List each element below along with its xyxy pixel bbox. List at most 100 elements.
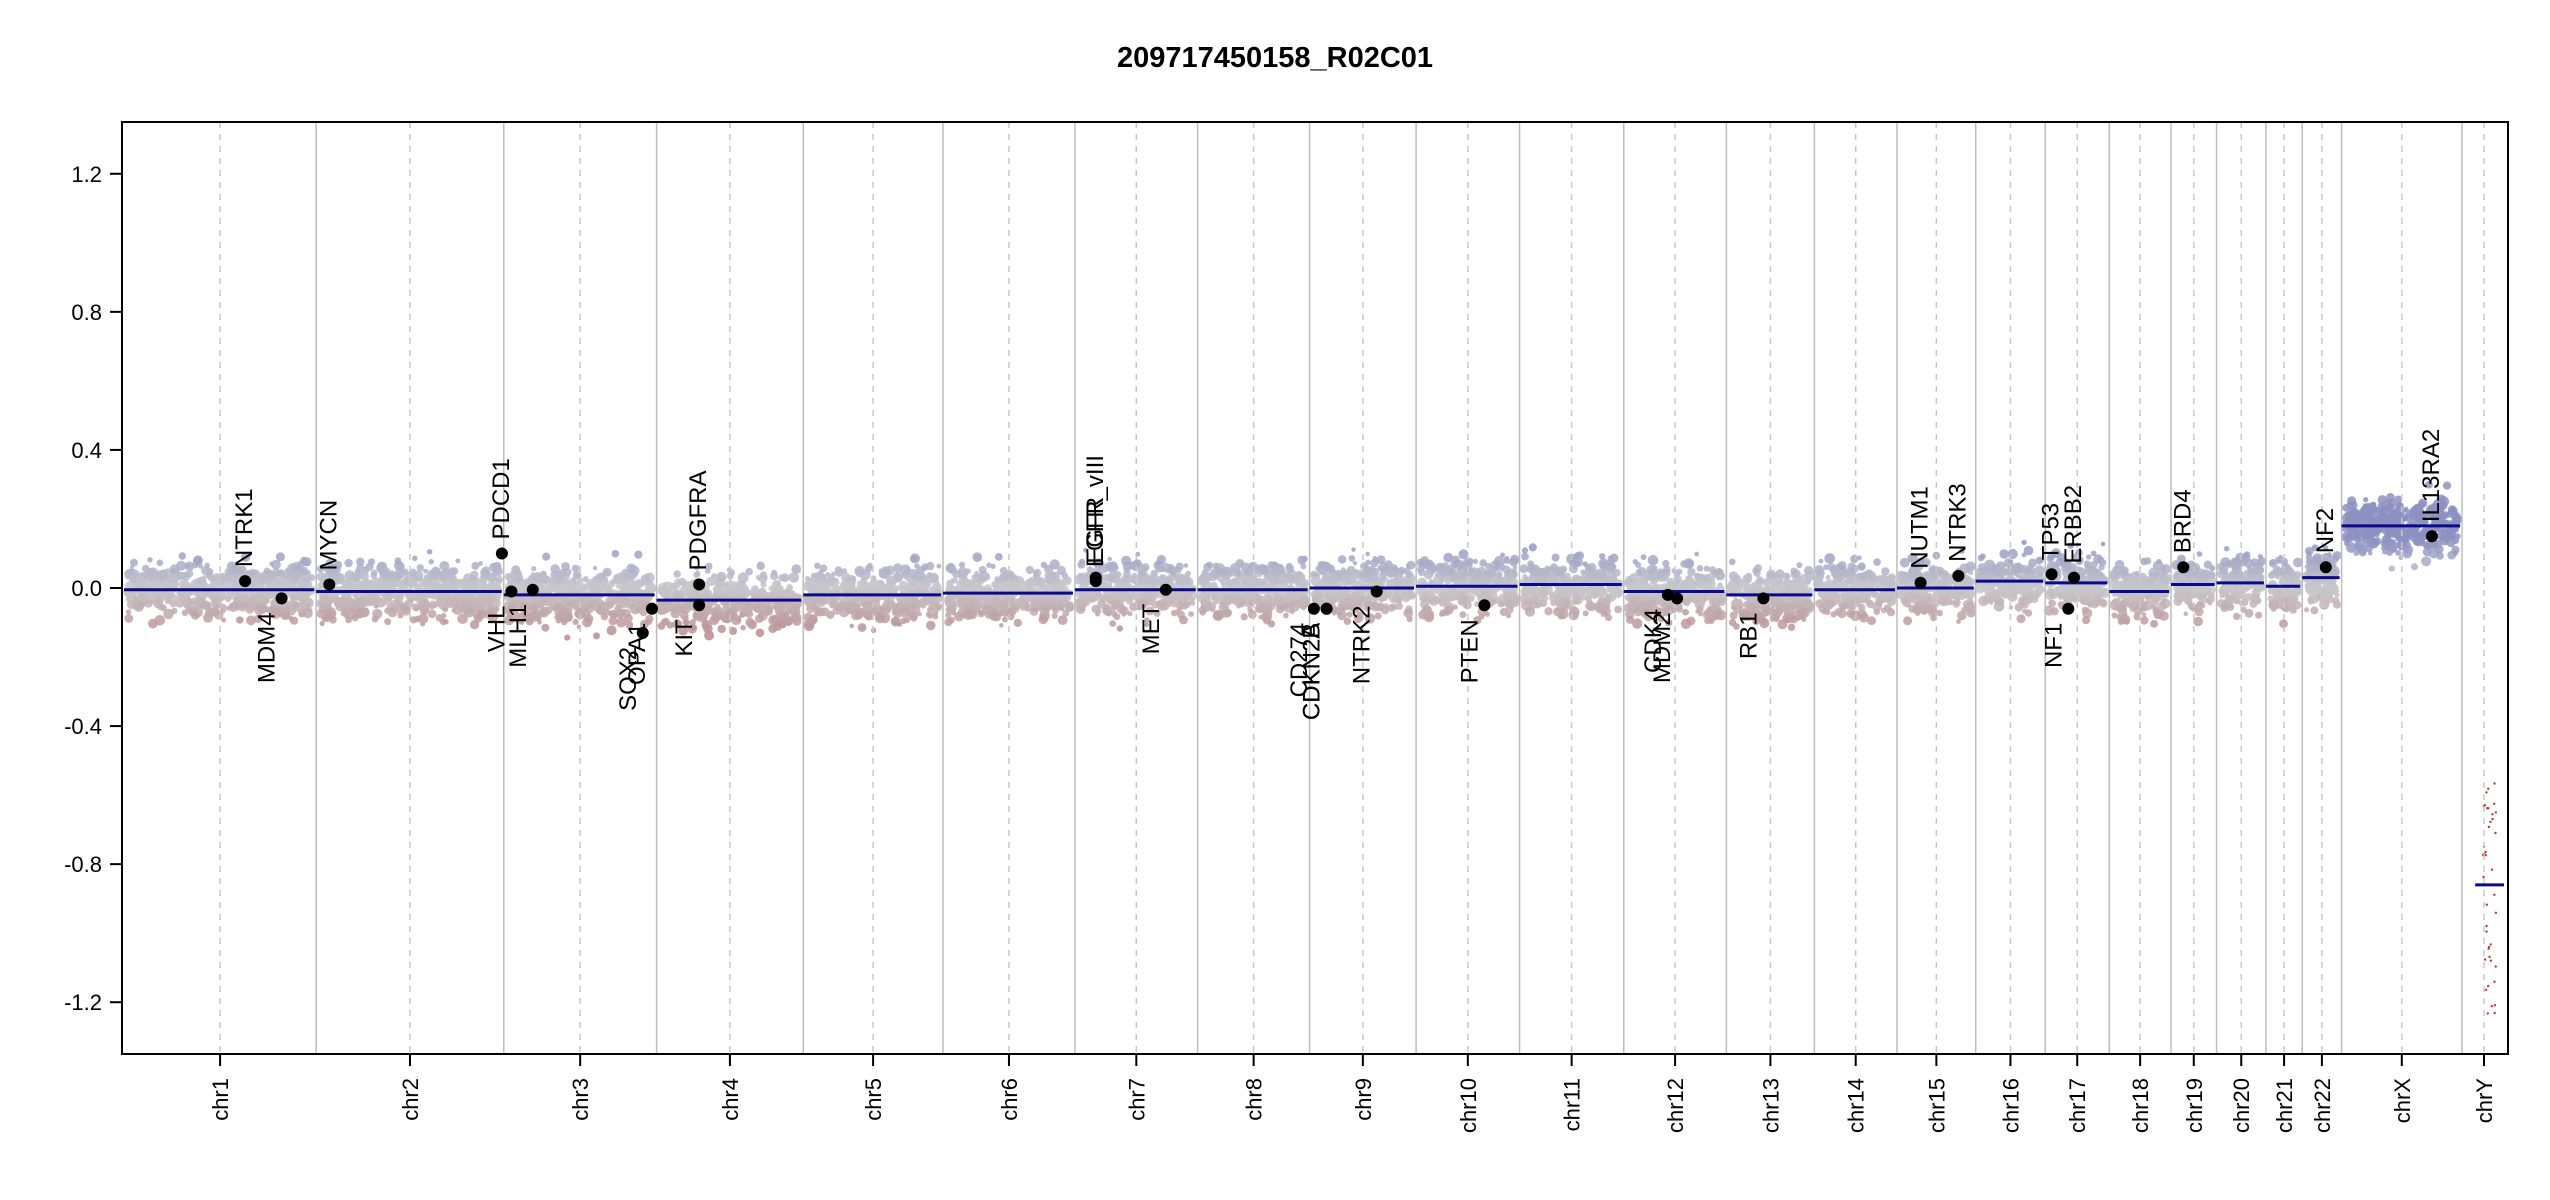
probe-point bbox=[570, 587, 578, 595]
probe-point bbox=[1049, 559, 1060, 570]
probe-point bbox=[644, 587, 651, 594]
probe-point bbox=[255, 593, 266, 604]
probe-point bbox=[1785, 603, 1795, 613]
probe-point bbox=[1667, 581, 1673, 587]
probe-point bbox=[1775, 569, 1785, 578]
probe-point bbox=[137, 593, 145, 602]
probe-point bbox=[178, 552, 186, 560]
probe-point bbox=[778, 585, 784, 591]
probe-point bbox=[1557, 608, 1569, 620]
probe-point bbox=[1352, 561, 1358, 566]
probe-point bbox=[972, 552, 983, 562]
probe-point bbox=[624, 614, 633, 623]
probe-point bbox=[1857, 562, 1866, 571]
probe-point bbox=[1484, 611, 1490, 617]
probe-point bbox=[674, 620, 682, 628]
probe-point bbox=[1540, 590, 1548, 598]
probe-point bbox=[238, 565, 247, 574]
probe-point bbox=[289, 593, 296, 601]
probe-point bbox=[1203, 576, 1209, 582]
probe-point bbox=[642, 579, 648, 585]
probe-point bbox=[1403, 567, 1411, 574]
probe-point bbox=[740, 625, 746, 631]
probe-point bbox=[353, 595, 359, 601]
probe-point bbox=[1348, 555, 1356, 562]
probe-point bbox=[393, 580, 400, 587]
probe-point bbox=[1796, 586, 1804, 594]
probe-point bbox=[333, 560, 343, 570]
probe-point bbox=[745, 567, 753, 576]
probe-point bbox=[994, 553, 1003, 561]
probe-point bbox=[1175, 590, 1183, 598]
probe-point bbox=[841, 573, 852, 583]
probe-point bbox=[1709, 619, 1714, 625]
probe-point bbox=[780, 573, 790, 583]
probe-point bbox=[737, 593, 742, 598]
probe-point bbox=[201, 600, 211, 610]
probe-point bbox=[1497, 573, 1502, 579]
probe-point bbox=[1682, 609, 1690, 616]
probe-point bbox=[1338, 555, 1347, 564]
probe-point bbox=[861, 601, 868, 608]
probe-point bbox=[1563, 600, 1570, 607]
probe-point bbox=[1276, 593, 1284, 601]
probe-point bbox=[368, 558, 375, 566]
probe-point bbox=[201, 565, 211, 576]
probe-point bbox=[745, 617, 755, 628]
probe-point bbox=[464, 607, 475, 618]
probe-point bbox=[384, 607, 391, 614]
probe-point bbox=[356, 563, 365, 572]
probe-point bbox=[1222, 566, 1231, 575]
probe-point bbox=[948, 616, 955, 624]
probe-point bbox=[606, 625, 617, 636]
probe-point bbox=[159, 589, 170, 601]
probe-point bbox=[600, 613, 609, 621]
probe-point bbox=[504, 615, 515, 626]
probe-point bbox=[742, 602, 748, 608]
probe-point bbox=[831, 585, 837, 592]
probe-point bbox=[428, 559, 434, 565]
probe-point bbox=[294, 592, 301, 599]
probe-point bbox=[1752, 567, 1759, 574]
probe-point bbox=[1708, 566, 1717, 574]
probe-point bbox=[1231, 594, 1241, 603]
probe-point bbox=[755, 628, 765, 638]
probe-point bbox=[529, 611, 540, 622]
probe-point bbox=[613, 597, 619, 603]
probe-point bbox=[857, 623, 867, 632]
probe-point bbox=[480, 568, 489, 577]
probe-point bbox=[351, 575, 359, 583]
probe-point bbox=[316, 608, 326, 619]
probe-point bbox=[408, 568, 417, 577]
probe-point bbox=[616, 617, 627, 628]
probe-point bbox=[572, 618, 579, 626]
probe-point bbox=[909, 611, 918, 621]
probe-point bbox=[1614, 605, 1623, 614]
probe-point bbox=[988, 610, 999, 621]
probe-point bbox=[185, 569, 194, 578]
probe-point bbox=[694, 565, 700, 571]
probe-point bbox=[404, 598, 414, 608]
probe-point bbox=[447, 567, 457, 577]
probe-point bbox=[910, 580, 916, 586]
probe-point bbox=[1301, 555, 1308, 563]
probe-point bbox=[381, 579, 387, 586]
probe-point bbox=[293, 601, 303, 612]
probe-point bbox=[1317, 561, 1326, 569]
probe-point bbox=[435, 614, 444, 622]
probe-point bbox=[1344, 574, 1354, 584]
probe-point bbox=[1263, 594, 1270, 601]
probe-point bbox=[1287, 574, 1296, 583]
probe-point bbox=[340, 610, 347, 617]
probe-point bbox=[1257, 572, 1263, 578]
probe-point bbox=[704, 568, 711, 574]
probe-point bbox=[1548, 591, 1555, 598]
probe-point bbox=[910, 553, 920, 564]
probe-point bbox=[1640, 554, 1647, 560]
probe-point bbox=[982, 599, 990, 607]
probe-point bbox=[130, 558, 138, 567]
probe-point bbox=[1023, 579, 1033, 588]
probe-point bbox=[381, 592, 391, 602]
probe-point bbox=[764, 606, 769, 611]
probe-point bbox=[634, 550, 643, 559]
